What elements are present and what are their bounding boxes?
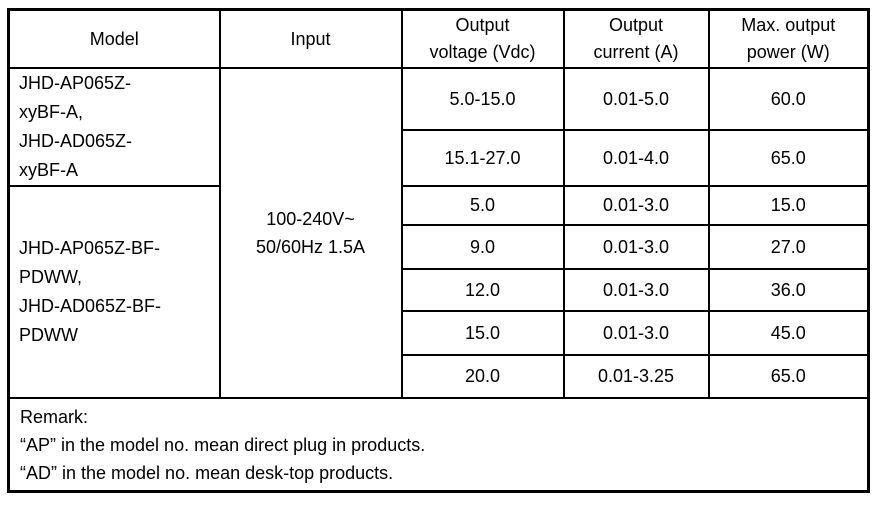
- output-voltage-cell: 20.0: [400, 354, 565, 399]
- output-current-cell: 0.01-3.25: [562, 354, 710, 399]
- column-header-max-output-power: Max. output power (W): [707, 8, 870, 69]
- output-current-cell: 0.01-3.0: [562, 185, 710, 226]
- column-header-model: Model: [7, 8, 221, 69]
- power-spec-table: Model Input Output voltage (Vdc) Output …: [7, 8, 870, 493]
- max-power-cell: 65.0: [707, 129, 870, 187]
- output-voltage-cell: 15.0: [400, 310, 565, 356]
- model-group-xybf-cell: JHD-AP065Z- xyBF-A, JHD-AD065Z- xyBF-A: [7, 67, 221, 187]
- table-row: 15.1-27.0 0.01-4.0 65.0: [9, 129, 870, 187]
- column-header-output-current: Output current (A): [562, 8, 710, 69]
- remark-line-ad: “AD” in the model no. mean desk-top prod…: [20, 462, 394, 483]
- max-power-cell: 27.0: [707, 224, 870, 270]
- output-current-cell: 0.01-4.0: [562, 129, 710, 187]
- output-current-cell: 0.01-3.0: [562, 224, 710, 270]
- max-power-cell: 36.0: [707, 268, 870, 312]
- remark-title: Remark:: [20, 406, 89, 427]
- table-row: 9.0 0.01-3.0 27.0: [9, 224, 870, 270]
- output-current-cell: 0.01-3.0: [562, 310, 710, 356]
- output-voltage-cell: 12.0: [400, 268, 565, 312]
- column-header-input: Input: [218, 8, 403, 69]
- output-voltage-cell: 5.0-15.0: [400, 66, 565, 132]
- table-row: JHD-AP065Z- xyBF-A, JHD-AD065Z- xyBF-A 1…: [7, 66, 870, 399]
- table-row: 20.0 0.01-3.25 65.0: [9, 354, 870, 399]
- max-power-cell: 65.0: [707, 354, 870, 399]
- max-power-cell: 15.0: [707, 185, 870, 226]
- table-row: 15.0 0.01-3.0 45.0: [9, 310, 870, 356]
- remark-line-ap: “AP” in the model no. mean direct plug i…: [20, 434, 426, 455]
- max-power-cell: 45.0: [707, 310, 870, 356]
- remark-row: Remark: “AP” in the model no. mean direc…: [7, 397, 870, 493]
- table-header-row: Model Input Output voltage (Vdc) Output …: [7, 8, 870, 69]
- output-current-cell: 0.01-3.0: [562, 268, 710, 312]
- table-row: 12.0 0.01-3.0 36.0: [9, 268, 870, 312]
- column-header-output-voltage: Output voltage (Vdc): [400, 8, 565, 69]
- model-group-pdww-cell: JHD-AP065Z-BF- PDWW, JHD-AD065Z-BF- PDWW: [7, 185, 221, 399]
- remark-cell: Remark: “AP” in the model no. mean direc…: [7, 397, 870, 493]
- output-voltage-cell: 9.0: [400, 224, 565, 270]
- output-current-cell: 0.01-5.0: [562, 66, 710, 132]
- output-voltage-cell: 15.1-27.0: [400, 129, 565, 187]
- output-voltage-cell: 5.0: [400, 185, 565, 226]
- table-row: JHD-AP065Z-BF- PDWW, JHD-AD065Z-BF- PDWW…: [7, 185, 870, 399]
- input-rating-cell: 100-240V~ 50/60Hz 1.5A: [218, 67, 403, 399]
- max-power-cell: 60.0: [707, 66, 870, 132]
